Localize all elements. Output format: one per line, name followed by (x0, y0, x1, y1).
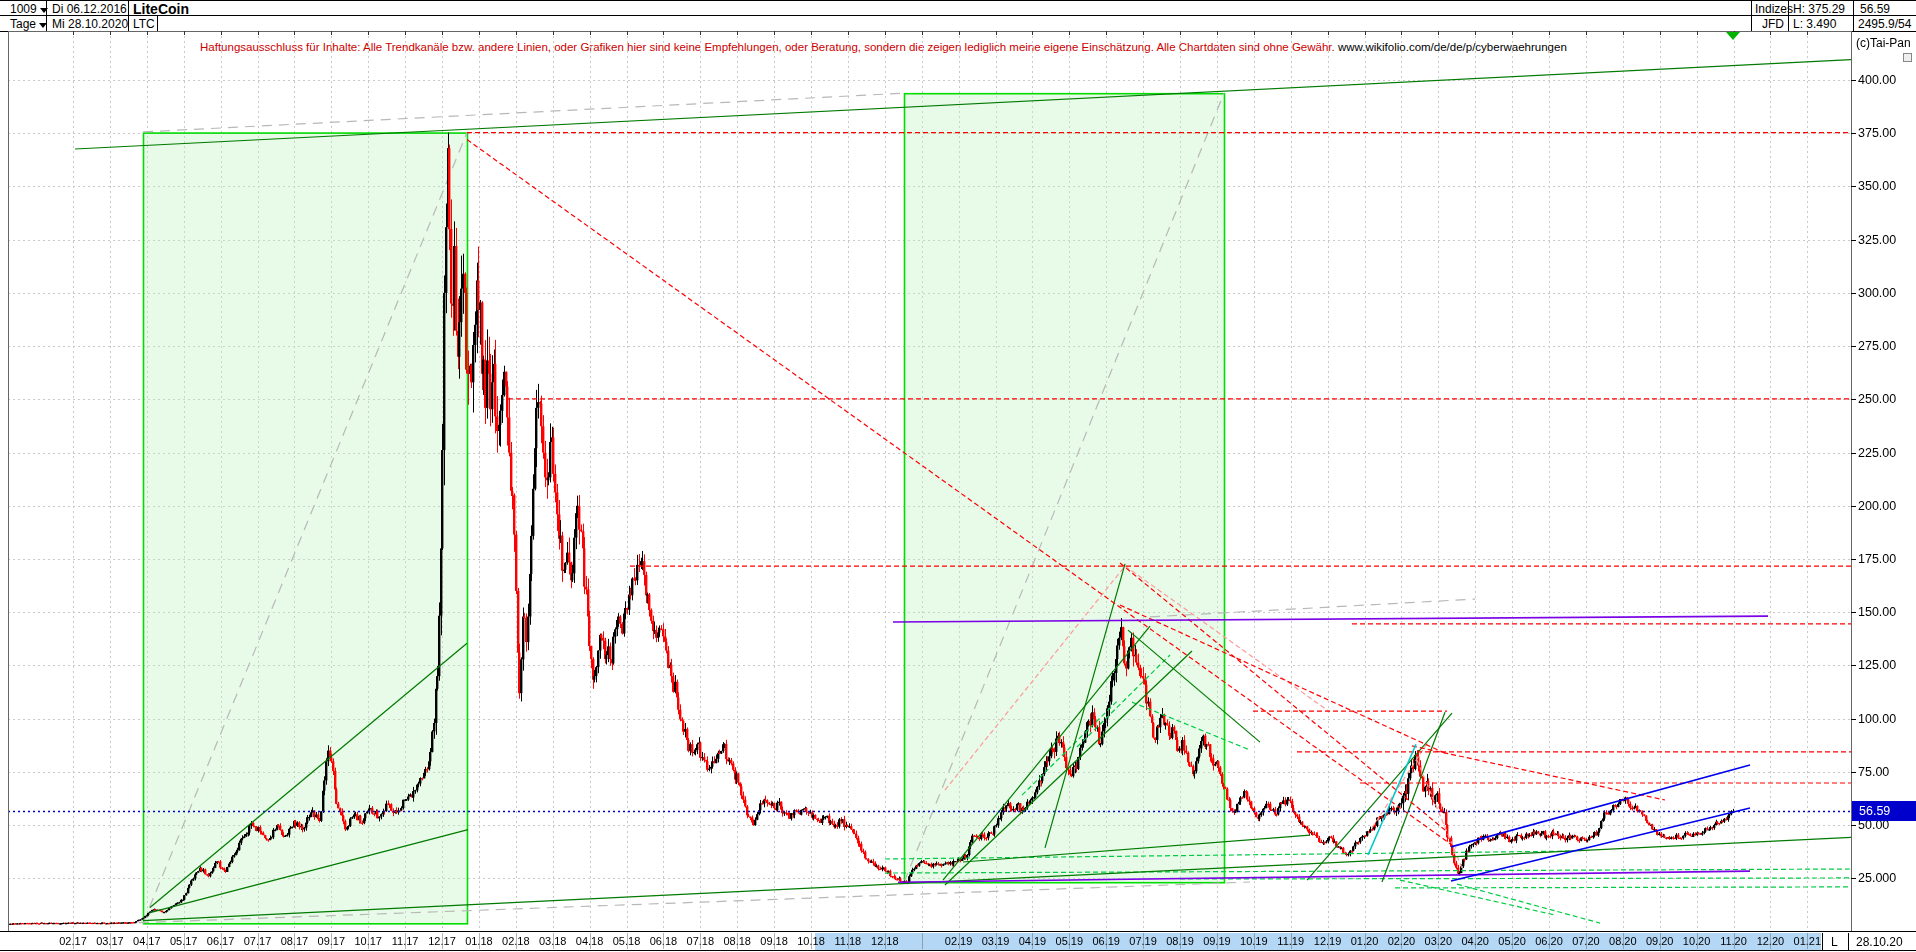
price-tick-label: 350.00 (1858, 179, 1896, 193)
month-separator (516, 933, 517, 949)
month-separator (405, 933, 406, 949)
month-separator (368, 933, 369, 949)
month-separator (996, 933, 997, 949)
month-separator (1328, 933, 1329, 949)
month-separator (774, 933, 775, 949)
month-separator (1586, 933, 1587, 949)
month-separator (1401, 933, 1402, 949)
month-separator (1512, 933, 1513, 949)
month-separator (922, 933, 923, 949)
month-separator (147, 933, 148, 949)
month-separator (1291, 933, 1292, 949)
price-tick-label: 300.00 (1858, 286, 1896, 300)
month-separator (1697, 933, 1698, 949)
price-tick-label: 200.00 (1858, 499, 1896, 513)
current-price-tag: 56.59 (1852, 801, 1916, 821)
month-separator (627, 933, 628, 949)
month-separator (885, 933, 886, 949)
month-separator (184, 933, 185, 949)
price-tick-label: 250.00 (1858, 392, 1896, 406)
copyright-label: (c)Tai-Pan (1856, 36, 1911, 50)
month-separator (258, 933, 259, 949)
month-separator (1807, 933, 1808, 949)
month-separator (294, 933, 295, 949)
month-separator (1660, 933, 1661, 949)
price-tick-label: 325.00 (1858, 233, 1896, 247)
month-separator (553, 933, 554, 949)
price-tick-label: 125.00 (1858, 658, 1896, 672)
month-separator (331, 933, 332, 949)
price-tick-label: 150.00 (1858, 605, 1896, 619)
month-separator (73, 933, 74, 949)
month-separator (1180, 933, 1181, 949)
month-separator (1217, 933, 1218, 949)
month-separator (1623, 933, 1624, 949)
month-separator (737, 933, 738, 949)
month-separator (959, 933, 960, 949)
month-separator (1549, 933, 1550, 949)
price-tick-label: 175.00 (1858, 552, 1896, 566)
month-separator (221, 933, 222, 949)
price-tick-label: 275.00 (1858, 339, 1896, 353)
month-separator (1254, 933, 1255, 949)
month-separator (110, 933, 111, 949)
month-separator (1069, 933, 1070, 949)
price-chart-canvas[interactable] (0, 0, 1916, 952)
month-separator (700, 933, 701, 949)
month-separator (1143, 933, 1144, 949)
month-separator (442, 933, 443, 949)
price-tick-label: 400.00 (1858, 73, 1896, 87)
month-separator (1365, 933, 1366, 949)
month-separator (590, 933, 591, 949)
last-date-cell: 28.10.20 (1856, 935, 1903, 949)
month-separator (1106, 933, 1107, 949)
month-separator (811, 933, 812, 949)
axis-collapse-box[interactable] (1903, 53, 1912, 62)
price-tick-label: 225.00 (1858, 446, 1896, 460)
last-label: L (1831, 935, 1838, 949)
month-separator (1438, 933, 1439, 949)
month-separator (1032, 933, 1033, 949)
price-tick-label: 375.00 (1858, 126, 1896, 140)
price-tick-label: 25.000 (1858, 871, 1896, 885)
price-tick-label: 100.00 (1858, 712, 1896, 726)
price-tick-label: 75.00 (1858, 765, 1889, 779)
month-separator (848, 933, 849, 949)
month-separator (1475, 933, 1476, 949)
month-separator (663, 933, 664, 949)
month-separator (1734, 933, 1735, 949)
month-separator (479, 933, 480, 949)
month-separator (1770, 933, 1771, 949)
